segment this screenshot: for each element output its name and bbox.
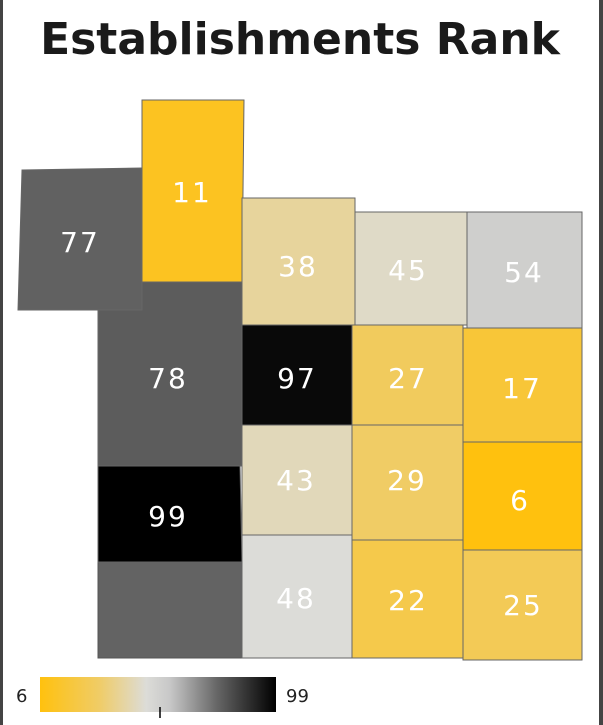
region-label: 11 xyxy=(172,176,212,209)
region-label: 54 xyxy=(504,256,544,289)
region-label: 45 xyxy=(388,254,428,287)
region-label: 22 xyxy=(388,584,428,617)
map-title: Establishments Rank xyxy=(40,14,562,65)
legend-max: 99 xyxy=(286,686,309,707)
regions: 11 77 78 99 38 45 54 97 27 17 43 29 6 48 22 25 xyxy=(17,99,583,661)
region-label: 99 xyxy=(148,500,188,533)
region-label: 38 xyxy=(278,250,318,283)
frame-right xyxy=(599,0,603,725)
region-label: 27 xyxy=(388,362,428,395)
legend-ramp xyxy=(40,677,276,712)
region-label: 77 xyxy=(60,226,100,259)
region-label: 48 xyxy=(276,582,316,615)
region xyxy=(462,549,583,661)
region-label: 97 xyxy=(277,362,317,395)
region-label: 43 xyxy=(276,464,316,497)
frame-left xyxy=(0,0,3,725)
region-label: 29 xyxy=(387,464,427,497)
region xyxy=(97,561,243,659)
region-label: 17 xyxy=(502,372,542,405)
region-label: 25 xyxy=(503,589,543,622)
region-label: 78 xyxy=(148,362,188,395)
region-label: 6 xyxy=(510,484,530,517)
legend-min: 6 xyxy=(16,686,27,707)
